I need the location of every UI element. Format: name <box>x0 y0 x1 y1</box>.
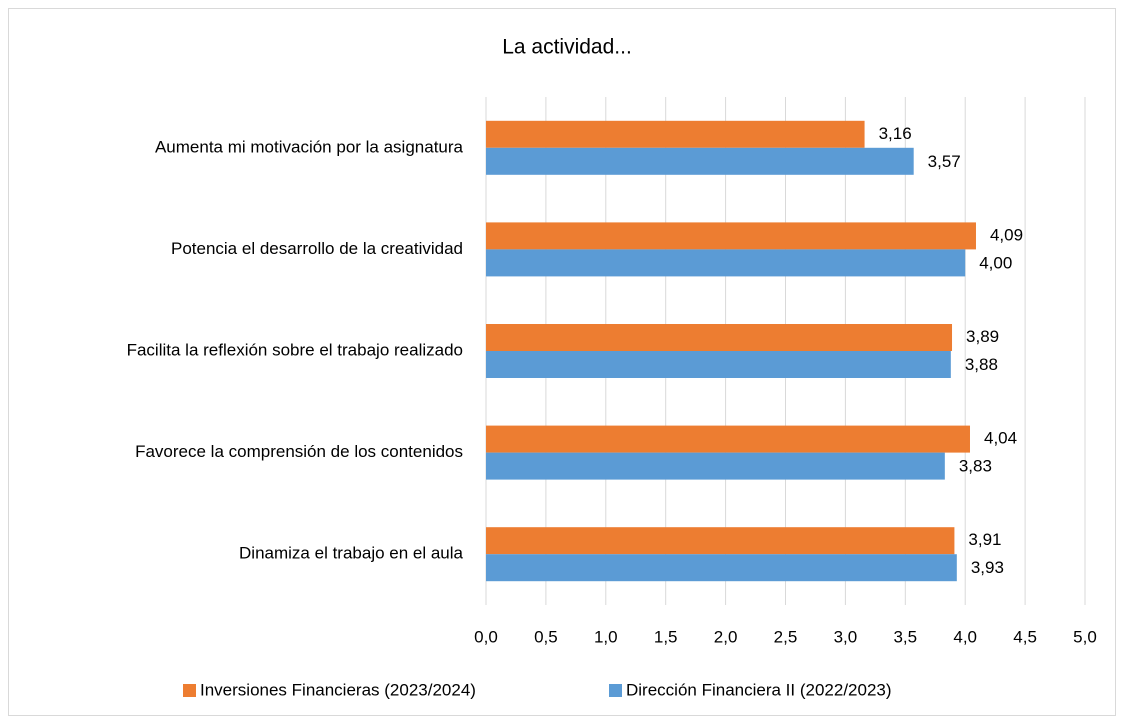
x-tick-label: 2,5 <box>774 627 798 646</box>
legend-label: Dirección Financiera II (2022/2023) <box>626 680 892 699</box>
x-tick-label: 2,0 <box>714 627 738 646</box>
data-label: 3,83 <box>959 457 992 476</box>
x-tick-label: 1,5 <box>654 627 678 646</box>
data-label: 3,88 <box>965 355 998 374</box>
data-label: 3,16 <box>879 124 912 143</box>
data-label: 3,89 <box>966 327 999 346</box>
bar <box>486 452 945 480</box>
y-tick-label: Facilita la reflexión sobre el trabajo r… <box>127 340 463 359</box>
x-tick-label: 1,0 <box>594 627 618 646</box>
data-label: 3,91 <box>968 530 1001 549</box>
y-tick-label: Dinamiza el trabajo en el aula <box>239 544 464 563</box>
x-tick-label: 3,5 <box>893 627 917 646</box>
y-tick-label: Potencia el desarrollo de la creatividad <box>171 239 463 258</box>
x-tick-label: 4,0 <box>953 627 977 646</box>
legend-swatch <box>183 684 196 697</box>
bar <box>486 120 865 148</box>
legend-swatch <box>609 684 622 697</box>
legend-label: Inversiones Financieras (2023/2024) <box>200 680 476 699</box>
data-label: 4,04 <box>984 429 1017 448</box>
chart-title: La actividad... <box>502 36 632 59</box>
bar <box>486 425 970 453</box>
data-label: 4,00 <box>979 253 1012 272</box>
bar <box>486 527 955 555</box>
x-tick-label: 3,0 <box>834 627 858 646</box>
data-label: 3,93 <box>971 558 1004 577</box>
y-tick-label: Favorece la comprensión de los contenido… <box>135 442 463 461</box>
bar <box>486 351 951 378</box>
bar <box>486 249 966 277</box>
y-tick-label: Aumenta mi motivación por la asignatura <box>155 137 464 156</box>
bar <box>486 324 953 351</box>
bar <box>486 147 914 175</box>
x-tick-label: 5,0 <box>1073 627 1097 646</box>
data-label: 3,57 <box>928 152 961 171</box>
x-tick-label: 4,5 <box>1013 627 1037 646</box>
data-label: 4,09 <box>990 225 1023 244</box>
bar <box>486 554 957 582</box>
x-tick-label: 0,5 <box>534 627 558 646</box>
x-tick-label: 0,0 <box>474 627 498 646</box>
bar <box>486 222 976 250</box>
